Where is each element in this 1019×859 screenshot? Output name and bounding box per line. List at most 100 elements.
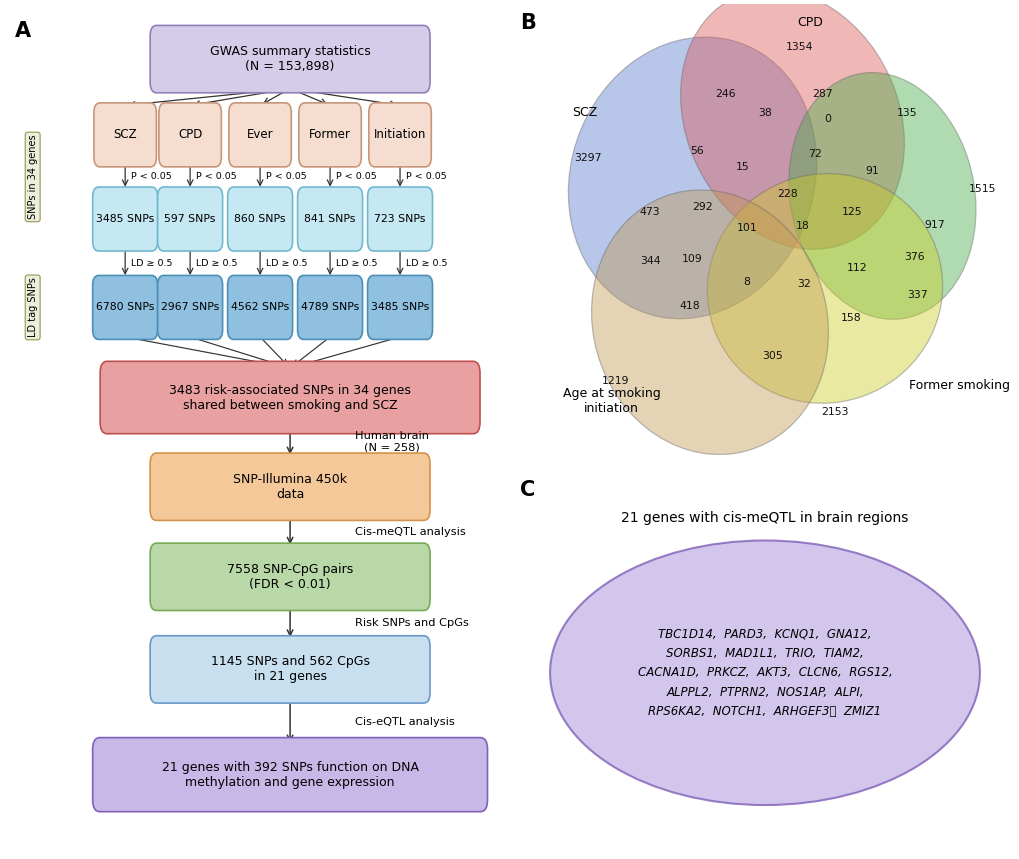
Text: 3485 SNPs: 3485 SNPs	[371, 302, 429, 313]
Text: 135: 135	[897, 107, 917, 118]
Text: LD ≥ 0.5: LD ≥ 0.5	[335, 259, 377, 268]
Text: 6780 SNPs: 6780 SNPs	[96, 302, 154, 313]
Text: 21 genes with 392 SNPs function on DNA
methylation and gene expression: 21 genes with 392 SNPs function on DNA m…	[161, 761, 418, 789]
Text: 337: 337	[906, 290, 927, 300]
Text: P < 0.05: P < 0.05	[335, 173, 376, 181]
Text: 18: 18	[795, 221, 808, 231]
Text: 305: 305	[761, 351, 783, 361]
Text: Ever smoking: Ever smoking	[1017, 169, 1019, 254]
Text: CPD: CPD	[796, 15, 822, 29]
Text: SCZ: SCZ	[572, 106, 597, 119]
Ellipse shape	[591, 190, 827, 454]
Text: P < 0.05: P < 0.05	[266, 173, 307, 181]
FancyBboxPatch shape	[227, 276, 292, 339]
FancyBboxPatch shape	[158, 187, 222, 251]
Text: 1515: 1515	[968, 184, 996, 194]
Text: B: B	[520, 13, 535, 34]
Text: SCZ: SCZ	[113, 128, 137, 142]
Text: LD ≥ 0.5: LD ≥ 0.5	[131, 259, 172, 268]
Text: GWAS summary statistics
(N = 153,898): GWAS summary statistics (N = 153,898)	[210, 46, 370, 73]
FancyBboxPatch shape	[227, 187, 292, 251]
Text: 4562 SNPs: 4562 SNPs	[230, 302, 289, 313]
Text: 112: 112	[847, 263, 867, 273]
Text: 0: 0	[823, 114, 830, 125]
Text: 8: 8	[742, 277, 749, 287]
Ellipse shape	[549, 540, 979, 805]
Text: LD tag SNPs: LD tag SNPs	[28, 277, 38, 338]
Text: 917: 917	[923, 220, 945, 230]
FancyBboxPatch shape	[228, 103, 291, 167]
Text: CPD: CPD	[177, 128, 202, 142]
Text: LD ≥ 0.5: LD ≥ 0.5	[196, 259, 237, 268]
FancyBboxPatch shape	[150, 543, 430, 611]
FancyBboxPatch shape	[298, 276, 362, 339]
Text: 228: 228	[776, 189, 797, 198]
Ellipse shape	[788, 73, 975, 320]
Text: 1219: 1219	[601, 376, 628, 386]
Text: 3483 risk-associated SNPs in 34 genes
shared between smoking and SCZ: 3483 risk-associated SNPs in 34 genes sh…	[169, 383, 411, 411]
Text: 1354: 1354	[786, 42, 813, 52]
FancyBboxPatch shape	[367, 187, 432, 251]
Text: 418: 418	[679, 302, 700, 312]
Text: Cis-eQTL analysis: Cis-eQTL analysis	[355, 717, 454, 727]
Text: A: A	[15, 21, 32, 41]
FancyBboxPatch shape	[367, 276, 432, 339]
Text: SNPs in 34 genes: SNPs in 34 genes	[28, 135, 38, 219]
Text: 3297: 3297	[574, 153, 601, 162]
Text: P < 0.05: P < 0.05	[196, 173, 236, 181]
Text: 841 SNPs: 841 SNPs	[304, 214, 356, 224]
Text: Cis-meQTL analysis: Cis-meQTL analysis	[355, 527, 466, 537]
FancyBboxPatch shape	[369, 103, 431, 167]
FancyBboxPatch shape	[150, 636, 430, 703]
FancyBboxPatch shape	[298, 187, 362, 251]
Text: Initiation: Initiation	[374, 128, 426, 142]
Text: Human brain
(N = 258): Human brain (N = 258)	[355, 431, 429, 453]
Text: TBC1D14,  PARD3,  KCNQ1,  GNA12,
SORBS1,  MAD1L1,  TRIO,  TIAM2,
CACNA1D,  PRKCZ: TBC1D14, PARD3, KCNQ1, GNA12, SORBS1, MA…	[637, 627, 892, 718]
Text: 38: 38	[757, 107, 771, 118]
Text: 72: 72	[807, 149, 821, 159]
FancyBboxPatch shape	[158, 276, 222, 339]
Text: Former smoking: Former smoking	[909, 379, 1010, 392]
FancyBboxPatch shape	[94, 103, 156, 167]
FancyBboxPatch shape	[299, 103, 361, 167]
Ellipse shape	[706, 174, 942, 403]
Text: 91: 91	[865, 166, 878, 176]
Text: C: C	[520, 480, 535, 500]
Text: 109: 109	[682, 254, 702, 264]
Text: 473: 473	[639, 207, 659, 216]
Text: Former: Former	[309, 128, 351, 142]
FancyBboxPatch shape	[100, 362, 480, 434]
FancyBboxPatch shape	[150, 453, 430, 521]
Text: 21 genes with cis-meQTL in brain regions: 21 genes with cis-meQTL in brain regions	[621, 511, 908, 525]
Text: 292: 292	[692, 202, 712, 212]
Text: Ever: Ever	[247, 128, 273, 142]
FancyBboxPatch shape	[93, 276, 158, 339]
FancyBboxPatch shape	[93, 187, 158, 251]
Text: P < 0.05: P < 0.05	[406, 173, 446, 181]
Text: LD ≥ 0.5: LD ≥ 0.5	[266, 259, 308, 268]
Text: 723 SNPs: 723 SNPs	[374, 214, 425, 224]
Text: 3485 SNPs: 3485 SNPs	[96, 214, 154, 224]
Text: 158: 158	[840, 313, 860, 323]
Text: SNP-Illumina 450k
data: SNP-Illumina 450k data	[233, 472, 346, 501]
FancyBboxPatch shape	[150, 26, 430, 93]
Text: 15: 15	[735, 161, 749, 172]
Text: 376: 376	[904, 252, 924, 262]
Ellipse shape	[568, 37, 816, 319]
Text: 2153: 2153	[820, 407, 848, 417]
Ellipse shape	[680, 0, 904, 249]
FancyBboxPatch shape	[159, 103, 221, 167]
FancyBboxPatch shape	[93, 738, 487, 812]
Text: 597 SNPs: 597 SNPs	[164, 214, 216, 224]
Text: LD ≥ 0.5: LD ≥ 0.5	[406, 259, 447, 268]
Text: 287: 287	[811, 89, 832, 100]
Text: 2967 SNPs: 2967 SNPs	[161, 302, 219, 313]
Text: 125: 125	[842, 207, 862, 216]
Text: 7558 SNP-CpG pairs
(FDR < 0.01): 7558 SNP-CpG pairs (FDR < 0.01)	[227, 563, 353, 591]
Text: 1145 SNPs and 562 CpGs
in 21 genes: 1145 SNPs and 562 CpGs in 21 genes	[210, 655, 369, 684]
Text: 101: 101	[737, 222, 757, 233]
Text: Risk SNPs and CpGs: Risk SNPs and CpGs	[355, 618, 469, 628]
Text: 246: 246	[714, 89, 735, 100]
Text: P < 0.05: P < 0.05	[131, 173, 172, 181]
Text: 4789 SNPs: 4789 SNPs	[301, 302, 359, 313]
